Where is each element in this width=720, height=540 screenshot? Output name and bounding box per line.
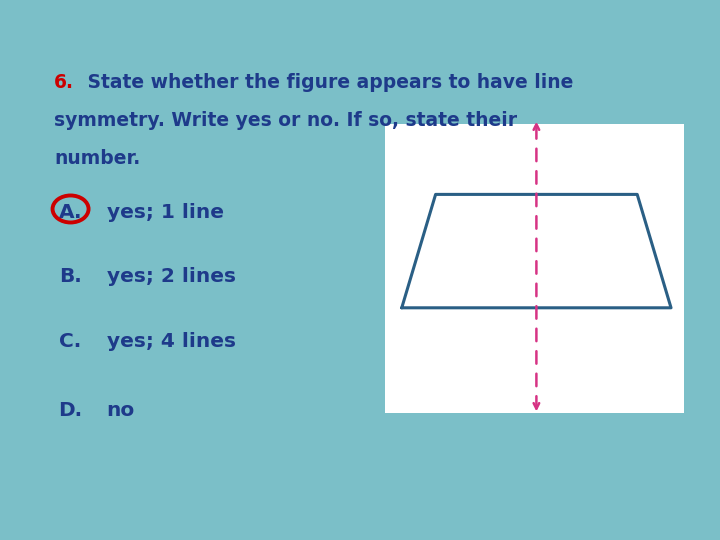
Text: yes; 1 line: yes; 1 line <box>107 202 223 221</box>
Text: yes; 4 lines: yes; 4 lines <box>107 332 235 351</box>
Text: D.: D. <box>58 401 83 420</box>
Text: 6.: 6. <box>54 73 74 92</box>
Text: symmetry. Write yes or no. If so, state their: symmetry. Write yes or no. If so, state … <box>54 111 517 130</box>
Text: State whether the figure appears to have line: State whether the figure appears to have… <box>81 73 574 92</box>
Text: C.: C. <box>60 332 81 351</box>
Text: A.: A. <box>59 202 82 221</box>
Text: no: no <box>107 401 135 420</box>
Text: B.: B. <box>59 267 82 286</box>
Text: number.: number. <box>54 148 140 167</box>
Bar <box>385 124 684 413</box>
Text: yes; 2 lines: yes; 2 lines <box>107 267 235 286</box>
